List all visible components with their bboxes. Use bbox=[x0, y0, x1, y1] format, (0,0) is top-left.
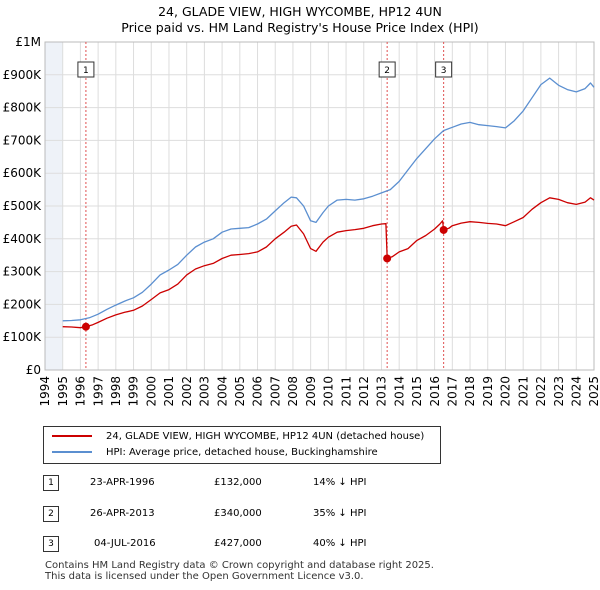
transaction-number-badge: 1 bbox=[43, 475, 59, 491]
x-tick-label: 2004 bbox=[215, 376, 229, 407]
x-tick-label: 2025 bbox=[587, 376, 600, 407]
x-tick-label: 2013 bbox=[375, 376, 389, 407]
price-chart: £0 £100K £200K £300K £400K £500K £600K £700K £80… bbox=[3, 35, 600, 407]
legend-entry-hpi: HPI: Average price, detached house, Buck… bbox=[52, 445, 378, 461]
x-tick-label: 2012 bbox=[357, 376, 371, 407]
transaction-label-box: 3 bbox=[435, 61, 453, 78]
transaction-price: £427,000 bbox=[214, 538, 262, 549]
x-tick-label: 1999 bbox=[127, 376, 141, 407]
transaction-label-frame bbox=[77, 61, 95, 78]
transaction-point bbox=[439, 225, 448, 234]
x-tick-label: 2019 bbox=[481, 376, 495, 407]
x-tick-label: 2015 bbox=[410, 376, 424, 407]
x-tick-label: 2010 bbox=[322, 376, 336, 407]
y-tick-label: £700K bbox=[3, 133, 43, 147]
transaction-hpi-diff: 14% ↓ HPI bbox=[313, 477, 367, 488]
hpi-line bbox=[62, 77, 595, 322]
x-tick-label: 2005 bbox=[233, 376, 247, 407]
legend-label-property: 24, GLADE VIEW, HIGH WYCOMBE, HP12 4UN (… bbox=[106, 431, 425, 442]
x-tick-label: 2018 bbox=[463, 376, 477, 407]
transaction-hpi-diff: 40% ↓ HPI bbox=[313, 538, 367, 549]
x-tick-label: 2002 bbox=[180, 376, 194, 407]
transaction-label-box: 2 bbox=[378, 61, 396, 78]
y-tick-label: £500K bbox=[3, 199, 43, 213]
x-tick-label: 1994 bbox=[38, 376, 52, 407]
transaction-price: £340,000 bbox=[214, 508, 262, 519]
x-tick-label: 2021 bbox=[516, 376, 530, 407]
x-tick-label: 2008 bbox=[286, 376, 300, 407]
transaction-label-box: 1 bbox=[77, 61, 95, 78]
y-tick-label: £300K bbox=[3, 265, 43, 279]
y-tick-label: £800K bbox=[3, 101, 43, 115]
footer-copyright: Contains HM Land Registry data © Crown c… bbox=[45, 560, 434, 571]
x-tick-label: 2011 bbox=[339, 376, 353, 407]
x-tick-label: 2017 bbox=[446, 376, 460, 407]
transaction-point bbox=[81, 322, 90, 331]
x-tick-label: 2014 bbox=[392, 376, 406, 407]
property-price-line bbox=[62, 197, 595, 329]
chart-title: 24, GLADE VIEW, HIGH WYCOMBE, HP12 4UN bbox=[158, 4, 442, 19]
x-tick-label: 2023 bbox=[552, 376, 566, 407]
y-tick-label: £1M bbox=[15, 35, 41, 49]
x-tick-label: 2024 bbox=[569, 376, 583, 407]
y-tick-label: £900K bbox=[3, 68, 43, 82]
x-tick-label: 2020 bbox=[499, 376, 513, 407]
chart-subtitle: Price paid vs. HM Land Registry's House … bbox=[121, 20, 479, 35]
transaction-label-frame bbox=[435, 61, 453, 78]
transaction-point bbox=[383, 254, 392, 263]
y-tick-label: £200K bbox=[3, 297, 43, 311]
x-tick-label: 1997 bbox=[91, 376, 105, 407]
chart-legend: 24, GLADE VIEW, HIGH WYCOMBE, HP12 4UN (… bbox=[43, 426, 441, 464]
transaction-hpi-diff: 35% ↓ HPI bbox=[313, 508, 367, 519]
transaction-date: 04-JUL-2016 bbox=[94, 538, 156, 549]
transaction-label-number: 1 bbox=[83, 66, 89, 76]
y-tick-label: £600K bbox=[3, 166, 43, 180]
transaction-date: 23-APR-1996 bbox=[90, 477, 155, 488]
transaction-price: £132,000 bbox=[214, 477, 262, 488]
transaction-label-number: 2 bbox=[384, 66, 390, 76]
legend-swatch-hpi bbox=[52, 451, 92, 453]
transaction-label-frame bbox=[378, 61, 396, 78]
x-tick-label: 2009 bbox=[304, 376, 318, 407]
x-tick-label: 2016 bbox=[428, 376, 442, 407]
legend-label-hpi: HPI: Average price, detached house, Buck… bbox=[106, 447, 378, 458]
x-tick-label: 2006 bbox=[251, 376, 265, 407]
x-tick-label: 1995 bbox=[56, 376, 70, 407]
legend-swatch-property bbox=[52, 435, 92, 437]
y-tick-label: £100K bbox=[3, 330, 43, 344]
x-tick-label: 1996 bbox=[74, 376, 88, 407]
x-tick-label: 2022 bbox=[534, 376, 548, 407]
footer-license: This data is licensed under the Open Gov… bbox=[45, 570, 364, 582]
plot-border bbox=[44, 41, 595, 371]
transaction-number-badge: 2 bbox=[43, 506, 59, 522]
x-tick-label: 1998 bbox=[109, 376, 123, 407]
transaction-label-number: 3 bbox=[441, 66, 447, 76]
y-tick-label: £0 bbox=[26, 363, 41, 377]
x-tick-label: 2001 bbox=[162, 376, 176, 407]
footer-attribution: Contains HM Land Registry data © Crown c… bbox=[45, 560, 434, 582]
x-tick-label: 2007 bbox=[268, 376, 282, 407]
transaction-date: 26-APR-2013 bbox=[90, 508, 155, 519]
transaction-number-badge: 3 bbox=[43, 536, 59, 552]
y-tick-label: £400K bbox=[3, 232, 43, 246]
x-tick-label: 2003 bbox=[198, 376, 212, 407]
x-tick-label: 2000 bbox=[144, 376, 158, 407]
legend-entry-property: 24, GLADE VIEW, HIGH WYCOMBE, HP12 4UN (… bbox=[52, 429, 424, 445]
